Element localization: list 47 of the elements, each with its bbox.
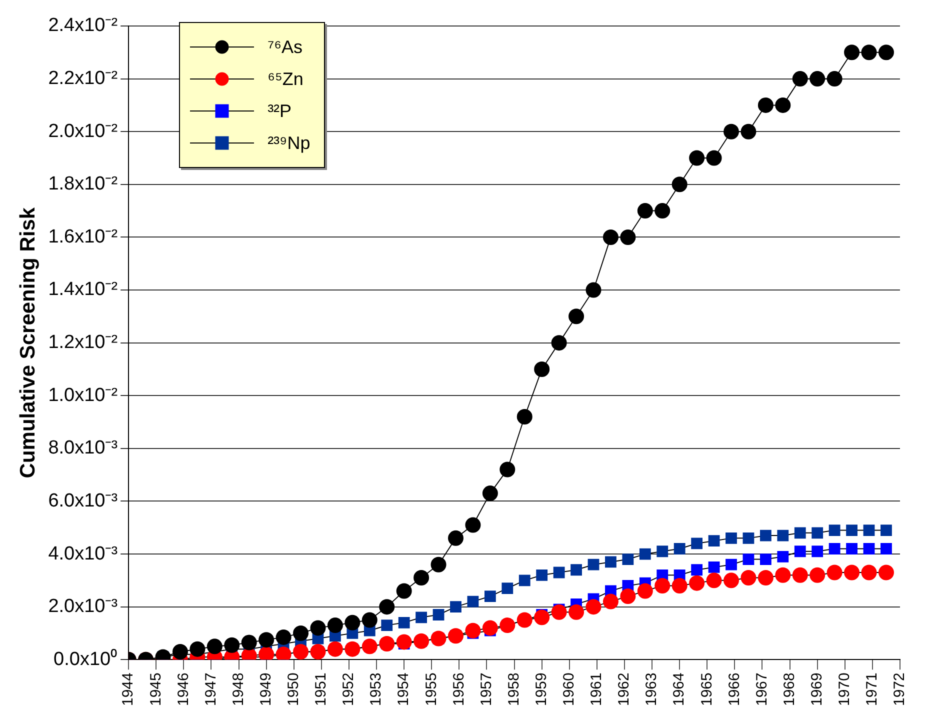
x-tick-label: 1947 (202, 672, 220, 706)
y-tick-label: 1.2x10⁻² (48, 332, 118, 354)
x-tick-label: 1954 (395, 672, 412, 706)
x-tick-label: 1958 (505, 672, 522, 706)
y-tick-label: 1.8x10⁻² (48, 174, 118, 195)
legend-label: ²³⁹Np (268, 132, 310, 154)
x-tick-label: 1965 (698, 672, 716, 706)
x-tick-label: 1945 (147, 672, 164, 706)
y-tick-label: 1.6x10⁻² (48, 226, 118, 248)
y-tick-label: 8.0x10⁻³ (48, 438, 118, 459)
x-tick-label: 1959 (532, 672, 550, 706)
x-tick-label: 1962 (616, 672, 633, 706)
x-tick-label: 1960 (560, 672, 578, 706)
x-tick-label: 1970 (836, 672, 854, 706)
x-tick-label: 1966 (726, 672, 743, 706)
legend-label: ⁶⁵Zn (268, 68, 304, 90)
x-tick-label: 1952 (340, 672, 358, 706)
x-tick-label: 1950 (285, 672, 302, 706)
y-tick-label: 2.0x10⁻³ (48, 596, 118, 618)
legend-label: ³²P (268, 100, 292, 122)
x-tick-label: 1956 (450, 672, 468, 706)
x-tick-label: 1955 (422, 672, 440, 706)
x-tick-label: 1967 (753, 672, 770, 706)
x-tick-label: 1953 (368, 672, 385, 706)
x-tick-label: 1971 (864, 672, 881, 706)
y-tick-label: 0.0x10⁰ (54, 648, 118, 670)
x-tick-label: 1961 (588, 672, 606, 706)
x-tick-label: 1968 (780, 672, 798, 706)
y-tick-label: 2.2x10⁻² (48, 68, 118, 90)
legend-label: ⁷⁶As (268, 36, 302, 58)
y-tick-label: 6.0x10⁻³ (48, 490, 118, 512)
y-tick-label: 4.0x10⁻³ (48, 543, 118, 564)
x-tick-label: 1949 (257, 672, 274, 706)
x-tick-label: 1963 (643, 672, 660, 706)
x-tick-label: 1951 (312, 672, 330, 706)
y-tick-label: 1.0x10⁻² (48, 384, 118, 406)
x-tick-label: 1944 (120, 672, 137, 706)
x-tick-label: 1948 (230, 672, 247, 706)
y-tick-label: 2.0x10⁻² (48, 120, 118, 142)
y-axis-title: Cumulative Screening Risk (16, 207, 40, 478)
y-tick-label: 1.4x10⁻² (48, 279, 118, 300)
x-tick-label: 1969 (808, 672, 826, 706)
x-tick-label: 1957 (478, 672, 495, 706)
y-tick-label: 2.4x10⁻² (48, 15, 118, 36)
x-tick-label: 1946 (174, 672, 192, 706)
x-tick-label: 1972 (891, 672, 908, 706)
x-tick-label: 1964 (670, 672, 688, 706)
